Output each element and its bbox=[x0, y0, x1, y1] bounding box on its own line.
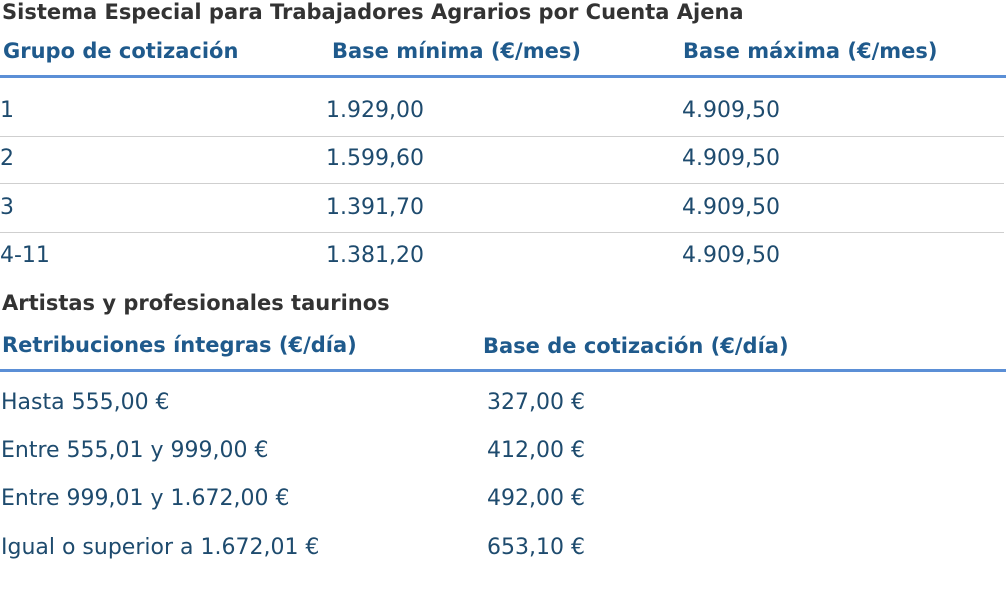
agrarios-row-2-minima: 1.599,60 bbox=[326, 146, 424, 171]
agrarios-row-2-grupo: 2 bbox=[0, 146, 14, 171]
taurinos-header-divider bbox=[0, 369, 1006, 372]
taurinos-row-4-retribucion: Igual o superior a 1.672,01 € bbox=[1, 535, 320, 560]
agrarios-row-4-minima: 1.381,20 bbox=[326, 243, 424, 268]
taurinos-row-3-retribucion: Entre 999,01 y 1.672,00 € bbox=[1, 486, 290, 511]
taurinos-row-2-retribucion: Entre 555,01 y 999,00 € bbox=[1, 438, 269, 463]
agrarios-row-3-minima: 1.391,70 bbox=[326, 195, 424, 220]
taurinos-header-base: Base de cotización (€/día) bbox=[483, 334, 789, 358]
agrarios-header-divider bbox=[0, 75, 1006, 78]
taurinos-row-1-retribucion: Hasta 555,00 € bbox=[1, 390, 170, 415]
agrarios-row-4-maxima: 4.909,50 bbox=[682, 243, 780, 268]
taurinos-row-1-base: 327,00 € bbox=[487, 390, 585, 415]
agrarios-header-base-maxima: Base máxima (€/mes) bbox=[683, 39, 938, 63]
agrarios-row-1-maxima: 4.909,50 bbox=[682, 98, 780, 123]
agrarios-row-1-grupo: 1 bbox=[0, 98, 14, 123]
agrarios-row-2-maxima: 4.909,50 bbox=[682, 146, 780, 171]
row-divider bbox=[0, 183, 1004, 184]
taurinos-title: Artistas y profesionales taurinos bbox=[2, 291, 390, 315]
agrarios-title: Sistema Especial para Trabajadores Agrar… bbox=[2, 0, 744, 24]
taurinos-header-retribuciones: Retribuciones íntegras (€/día) bbox=[2, 333, 357, 357]
agrarios-header-base-minima: Base mínima (€/mes) bbox=[332, 39, 581, 63]
agrarios-row-3-maxima: 4.909,50 bbox=[682, 195, 780, 220]
agrarios-header-grupo: Grupo de cotización bbox=[3, 39, 239, 63]
taurinos-row-4-base: 653,10 € bbox=[487, 535, 585, 560]
taurinos-row-3-base: 492,00 € bbox=[487, 486, 585, 511]
agrarios-row-3-grupo: 3 bbox=[0, 195, 14, 220]
row-divider bbox=[0, 136, 1004, 137]
row-divider bbox=[0, 232, 1004, 233]
agrarios-row-1-minima: 1.929,00 bbox=[326, 98, 424, 123]
agrarios-row-4-grupo: 4-11 bbox=[0, 243, 50, 268]
taurinos-row-2-base: 412,00 € bbox=[487, 438, 585, 463]
